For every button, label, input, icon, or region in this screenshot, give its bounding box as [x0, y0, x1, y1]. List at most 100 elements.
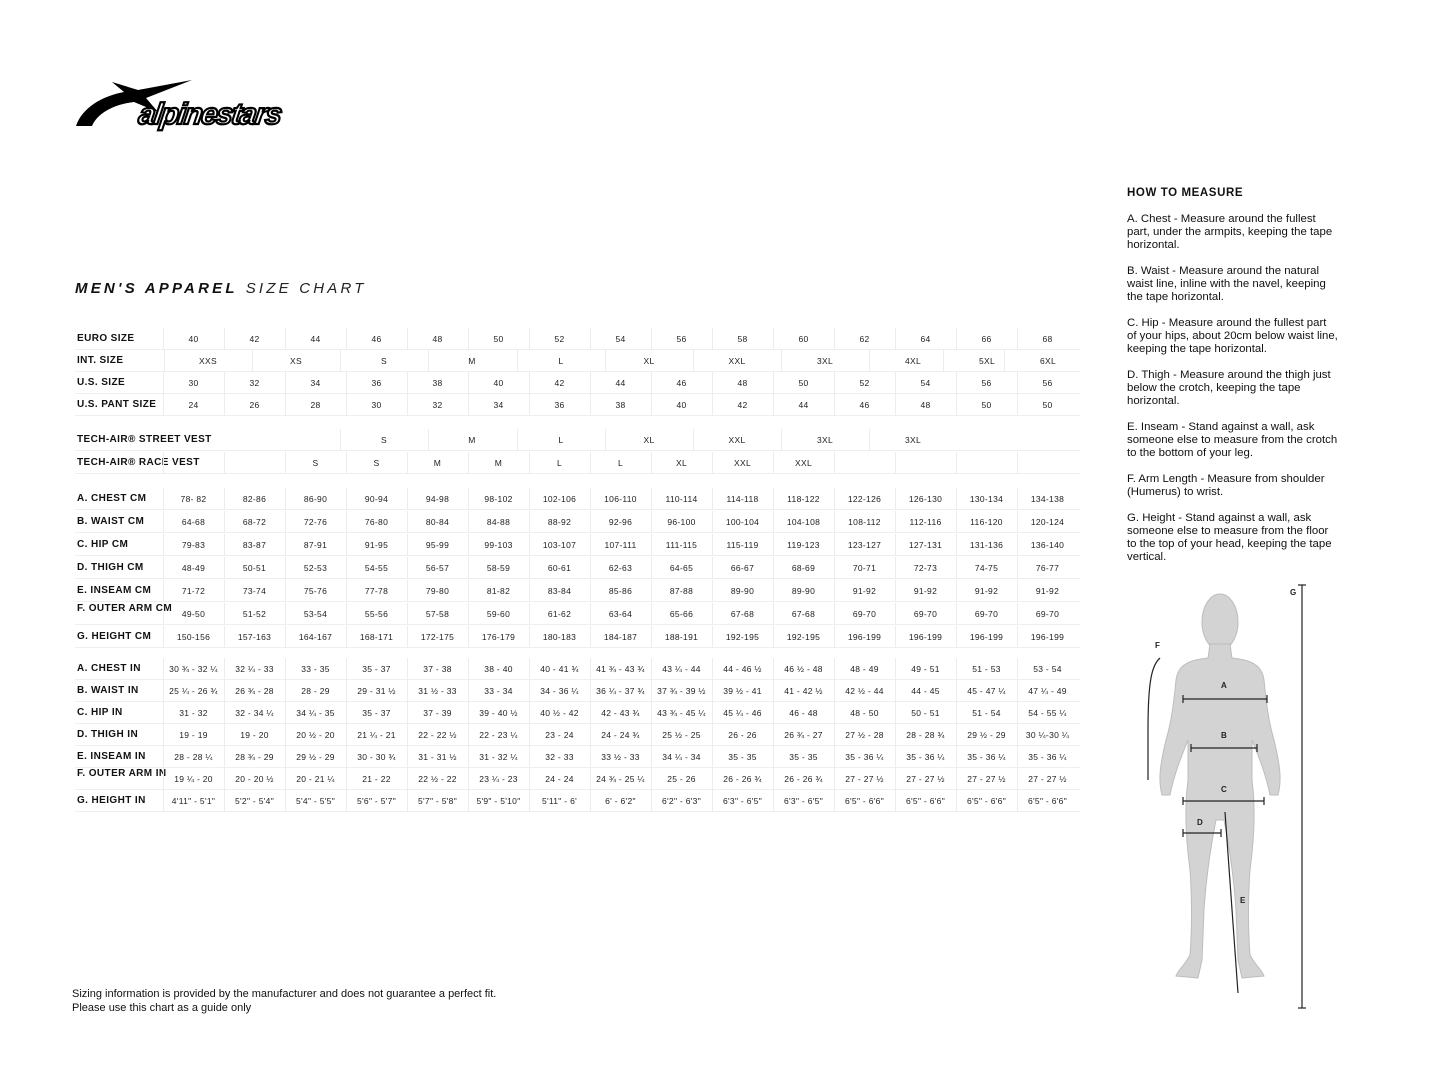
column-divider — [1017, 746, 1018, 768]
column-divider — [956, 746, 957, 768]
row-divider — [75, 371, 1080, 372]
column-divider — [285, 680, 286, 702]
disclaimer: Sizing information is provided by the ma… — [72, 987, 496, 1015]
table-cell: 83-87 — [242, 540, 267, 550]
table-cell: 40 — [493, 378, 504, 388]
table-cell: 196-199 — [1030, 632, 1065, 642]
column-divider — [224, 511, 225, 533]
table-cell: 103-107 — [542, 540, 577, 550]
column-divider — [224, 626, 225, 648]
column-divider — [1017, 372, 1018, 394]
page-title: MEN'S APPAREL SIZE CHART — [75, 280, 367, 297]
column-divider — [346, 768, 347, 790]
title-light: SIZE CHART — [245, 280, 367, 297]
table-cell: 77-78 — [364, 586, 389, 596]
table-cell: 6'3" - 6'5" — [783, 796, 824, 806]
table-cell: 69-70 — [1035, 609, 1060, 619]
column-divider — [346, 534, 347, 556]
table-cell: 5XL — [978, 356, 996, 366]
table-cell: 196-199 — [908, 632, 943, 642]
column-divider — [956, 680, 957, 702]
table-cell: 50 — [1042, 400, 1053, 410]
measure-hip: C. Hip - Measure around the fullest part… — [1127, 317, 1338, 355]
table-cell: 69-70 — [913, 609, 938, 619]
table-cell: 26 - 26 ¾ — [784, 774, 823, 784]
column-divider — [956, 768, 957, 790]
row-divider — [75, 679, 1080, 680]
table-cell: 68 — [1042, 334, 1053, 344]
table-cell: 85-86 — [608, 586, 633, 596]
table-cell: XL — [643, 435, 655, 445]
column-divider — [529, 452, 530, 474]
table-cell: 34 ¼ - 34 — [662, 752, 701, 762]
column-divider — [773, 488, 774, 510]
column-divider — [1017, 724, 1018, 746]
column-divider — [529, 394, 530, 416]
table-cell: 45 - 47 ¼ — [967, 686, 1006, 696]
table-cell: 24 — [188, 400, 199, 410]
table-cell: 60-61 — [547, 563, 572, 573]
column-divider — [163, 790, 164, 812]
table-cell: 100-104 — [725, 517, 760, 527]
column-divider — [468, 557, 469, 579]
row-in: C. HIP IN 31 - 32 32 - 34 ¼ 34 ¼ - 35 35 - 3… — [75, 702, 1080, 724]
table-cell: 6'5" - 6'6" — [905, 796, 946, 806]
row-divider — [75, 701, 1080, 702]
table-cell: 29 ½ - 29 — [296, 752, 335, 762]
table-cell: 94-98 — [425, 494, 450, 504]
column-divider — [346, 724, 347, 746]
table-cell: 39 - 40 ½ — [479, 708, 518, 718]
column-divider — [224, 658, 225, 680]
table-cell: 56 — [676, 334, 687, 344]
column-divider — [590, 724, 591, 746]
row-cm: A. CHEST CM 78- 82 82-86 86-90 90-94 94-98 98-… — [75, 488, 1080, 510]
column-divider — [164, 350, 165, 372]
column-divider — [590, 702, 591, 724]
table-cell: 34 — [493, 400, 504, 410]
column-divider — [895, 724, 896, 746]
column-divider — [773, 534, 774, 556]
column-divider — [529, 724, 530, 746]
measure-waist: B. Waist - Measure around the natural wa… — [1127, 265, 1326, 303]
column-divider — [163, 658, 164, 680]
table-cell: 40 ½ - 42 — [540, 708, 579, 718]
column-divider — [895, 534, 896, 556]
column-divider — [346, 372, 347, 394]
table-cell: 50 — [981, 400, 992, 410]
column-divider — [468, 580, 469, 602]
row-divider — [75, 745, 1080, 746]
row-label: G. HEIGHT IN — [77, 795, 146, 806]
table-cell: 122-126 — [847, 494, 882, 504]
table-cell: 23 - 24 — [545, 730, 574, 740]
row-label: INT. SIZE — [77, 355, 124, 366]
table-cell: XL — [643, 356, 655, 366]
alpinestars-logo: alpinestars — [72, 78, 322, 134]
table-cell: 3XL — [816, 356, 834, 366]
column-divider — [285, 702, 286, 724]
table-cell: 47 ¼ - 49 — [1028, 686, 1067, 696]
row-us-size: U.S. SIZE 30 32 34 36 38 40 42 44 46 48 50 52 54 56 56 — [75, 372, 1080, 394]
column-divider — [1017, 680, 1018, 702]
column-divider — [529, 372, 530, 394]
row-label: TECH-AIR® RACE VEST — [77, 457, 200, 468]
column-divider — [590, 452, 591, 474]
label-d: D — [1197, 818, 1203, 827]
column-divider — [956, 488, 957, 510]
table-cell: 70-71 — [852, 563, 877, 573]
table-cell: 84-88 — [486, 517, 511, 527]
measure-chest: A. Chest - Measure around the fullest pa… — [1127, 213, 1333, 251]
table-cell: 32 - 33 — [545, 752, 574, 762]
table-cell: 34 ¼ - 35 — [296, 708, 335, 718]
table-cell: 180-183 — [542, 632, 577, 642]
column-divider — [956, 603, 957, 625]
column-divider — [285, 511, 286, 533]
column-divider — [895, 580, 896, 602]
table-cell: 184-187 — [603, 632, 638, 642]
table-cell — [956, 452, 1017, 474]
table-cell: 43 ¾ - 45 ¼ — [657, 708, 706, 718]
column-divider — [285, 452, 286, 474]
column-divider — [346, 680, 347, 702]
column-divider — [407, 746, 408, 768]
table-cell: 196-199 — [969, 632, 1004, 642]
column-divider — [781, 350, 782, 372]
